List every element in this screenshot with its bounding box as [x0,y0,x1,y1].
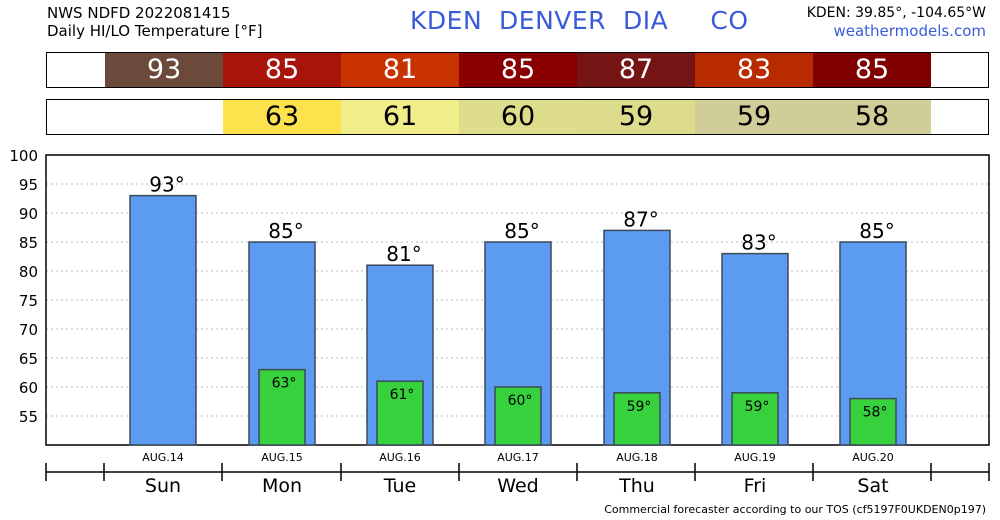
lo-bar-label: 59° [627,399,652,415]
y-tick-label: 70 [19,321,38,339]
lo-strip-cell [105,100,223,134]
day-label: Tue [383,475,416,497]
date-label: AUG.16 [379,451,421,464]
hi-bar-label: 85° [859,219,894,243]
date-label: AUG.14 [142,451,184,464]
lo-strip-cell: 61 [341,100,459,134]
lo-strip-cell: 58 [813,100,931,134]
y-tick-label: 80 [19,263,38,281]
y-tick-label: 60 [19,379,38,397]
y-tick-label: 85 [19,234,38,252]
lo-bar [494,386,542,446]
hi-strip-cell: 81 [341,53,459,87]
day-label: Sat [857,475,888,497]
lo-bar [376,380,424,446]
hi-bar-label: 81° [386,242,421,266]
hi-temperature-strip: 93 85 81 85 87 83 85 [46,52,989,88]
day-label: Fri [744,475,767,497]
day-label: Wed [497,475,538,497]
y-tick-label: 95 [19,176,38,194]
lo-bar [258,368,306,446]
lo-strip-cell: 59 [695,100,813,134]
y-tick-label: 100 [9,147,38,165]
hi-strip-cell: 93 [105,53,223,87]
y-tick-label: 65 [19,350,38,368]
hi-strip-cell: 83 [695,53,813,87]
station-coords: KDEN: 39.85°, -104.65°W [806,5,986,21]
temperature-bar-chart: 55 60 65 70 75 80 85 90 95 100 93° AUG.14 Sun 85° 63° A… [9,147,990,497]
product-variable-label: Daily HI/LO Temperature [°F] [47,22,263,40]
footer-note: Commercial forecaster according to our T… [604,503,986,516]
hi-bar [129,194,197,446]
hi-strip-cell: 85 [459,53,577,87]
date-label: AUG.17 [497,451,539,464]
lo-strip-cell: 60 [459,100,577,134]
lo-bar-label: 59° [745,399,770,415]
lo-bar-label: 58° [863,405,888,421]
lo-strip-cell: 63 [223,100,341,134]
y-tick-label: 90 [19,205,38,223]
product-header: NWS NDFD 2022081415 Daily HI/LO Temperat… [47,4,263,40]
station-title: KDEN DENVER DIA CO [410,6,749,35]
hi-bar-label: 85° [504,219,539,243]
lo-strip-cell: 59 [577,100,695,134]
lo-bar [613,392,661,446]
y-tick-label: 55 [19,408,38,426]
date-label: AUG.20 [852,451,894,464]
hi-bar-label: 93° [149,173,184,197]
date-label: AUG.18 [616,451,658,464]
hi-bar-label: 87° [623,207,658,231]
lo-bar-label: 63° [272,376,297,392]
hi-strip-cell: 85 [223,53,341,87]
hi-bar-label: 85° [268,219,303,243]
day-label: Thu [618,475,655,497]
lo-bar-label: 61° [390,387,415,403]
day-label: Mon [262,475,302,497]
hi-strip-cell: 85 [813,53,931,87]
day-label: Sun [145,475,181,497]
site-link[interactable]: weathermodels.com [833,22,986,40]
station-info: KDEN: 39.85°, -104.65°W weathermodels.co… [807,4,986,40]
lo-temperature-strip: 63 61 60 59 59 58 [46,99,989,135]
date-label: AUG.15 [261,451,303,464]
hi-strip-cell: 87 [577,53,695,87]
lo-bar [731,392,779,446]
lo-bar [849,397,897,446]
product-run-label: NWS NDFD 2022081415 [47,4,231,22]
hi-bar-label: 83° [741,231,776,255]
y-tick-label: 75 [19,292,38,310]
date-label: AUG.19 [734,451,776,464]
lo-bar-label: 60° [508,393,533,409]
